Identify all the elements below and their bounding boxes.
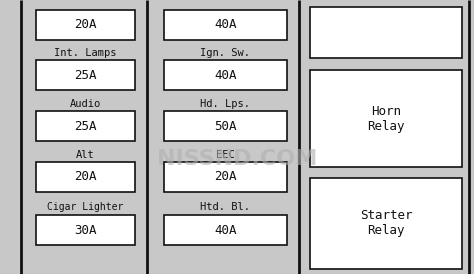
Bar xyxy=(36,215,135,245)
Text: 20A: 20A xyxy=(74,18,97,31)
Bar xyxy=(310,70,462,167)
Bar xyxy=(310,7,462,58)
Text: Cigar Lighter: Cigar Lighter xyxy=(47,202,124,212)
Text: 20A: 20A xyxy=(214,170,237,183)
Text: EEC: EEC xyxy=(216,150,235,160)
Bar xyxy=(164,111,287,141)
Text: 25A: 25A xyxy=(74,119,97,133)
Text: 40A: 40A xyxy=(214,69,237,82)
Text: 50A: 50A xyxy=(214,119,237,133)
Text: Horn
Relay: Horn Relay xyxy=(367,104,405,133)
Text: NISSND.COM: NISSND.COM xyxy=(157,149,317,169)
Text: 25A: 25A xyxy=(74,69,97,82)
Bar xyxy=(36,162,135,192)
Text: 30A: 30A xyxy=(74,224,97,237)
Bar xyxy=(164,60,287,90)
Text: 20A: 20A xyxy=(74,170,97,183)
Text: Audio: Audio xyxy=(70,99,101,109)
Text: Alt: Alt xyxy=(76,150,95,160)
Bar xyxy=(36,60,135,90)
Bar xyxy=(164,162,287,192)
Text: Starter
Relay: Starter Relay xyxy=(360,209,412,237)
Bar xyxy=(164,215,287,245)
Text: 40A: 40A xyxy=(214,224,237,237)
Text: Int. Lamps: Int. Lamps xyxy=(54,48,117,58)
Text: Ign. Sw.: Ign. Sw. xyxy=(200,48,250,58)
Text: Hd. Lps.: Hd. Lps. xyxy=(200,99,250,109)
Text: 40A: 40A xyxy=(214,18,237,31)
Bar xyxy=(310,178,462,269)
Bar xyxy=(36,111,135,141)
Text: Htd. Bl.: Htd. Bl. xyxy=(200,202,250,212)
Bar xyxy=(36,10,135,40)
Bar xyxy=(164,10,287,40)
